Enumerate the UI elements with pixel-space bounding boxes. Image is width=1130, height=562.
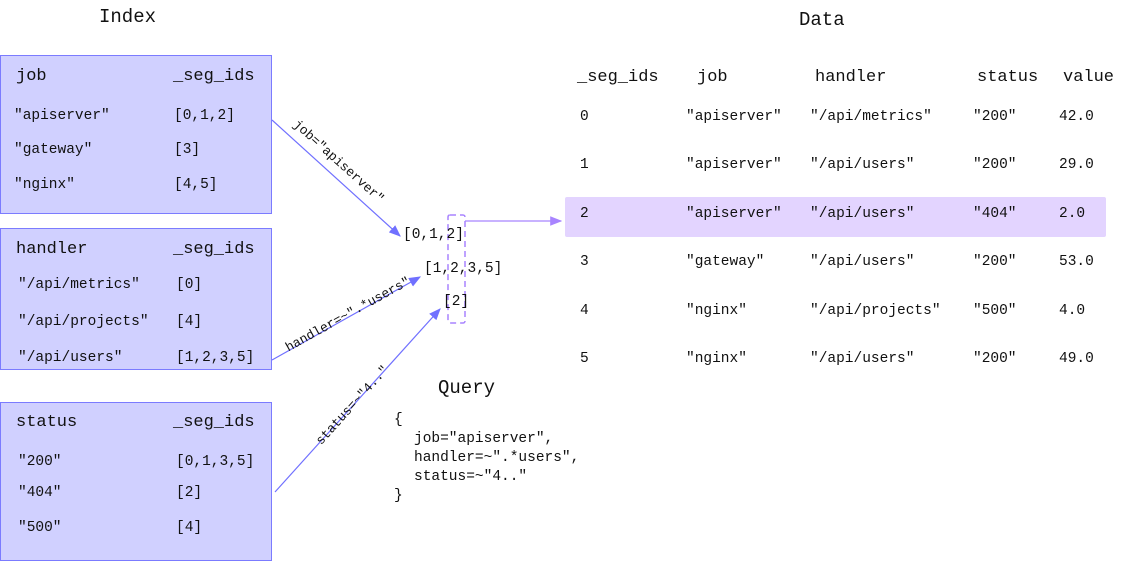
- index-ids-header: _seg_ids: [173, 413, 255, 432]
- index-ids-header: _seg_ids: [173, 240, 255, 259]
- data-cell: "404": [973, 206, 1017, 222]
- result-status: [2]: [443, 294, 470, 310]
- query-line: {: [394, 412, 403, 428]
- data-cell: 42.0: [1059, 109, 1094, 125]
- index-ids: [0]: [176, 277, 203, 293]
- index-box-status: [0, 402, 272, 561]
- data-cell: "/api/users": [810, 157, 915, 173]
- data-cell: "/api/users": [810, 206, 915, 222]
- index-ids: [1,2,3,5]: [176, 350, 255, 366]
- index-value: "200": [18, 454, 62, 470]
- index-key-header: job: [16, 67, 47, 86]
- data-cell: "apiserver": [686, 206, 782, 222]
- index-ids: [4]: [176, 520, 203, 536]
- query-title: Query: [438, 377, 496, 399]
- index-ids-header: _seg_ids: [173, 67, 255, 86]
- index-ids: [3]: [174, 142, 201, 158]
- data-cell: 4: [580, 303, 589, 319]
- data-cell: "200": [973, 351, 1017, 367]
- result-job: [0,1,2]: [403, 227, 464, 243]
- data-cell: 4.0: [1059, 303, 1086, 319]
- index-key-header: handler: [16, 240, 88, 259]
- index-ids: [2]: [176, 485, 203, 501]
- data-column-header: value: [1063, 68, 1115, 87]
- job-arrow: [271, 119, 401, 237]
- query-line: handler=~".*users",: [414, 450, 580, 466]
- index-value: "500": [18, 520, 62, 536]
- query-line: }: [394, 488, 403, 504]
- data-cell: "/api/users": [810, 254, 915, 270]
- index-ids: [4]: [176, 314, 203, 330]
- data-cell: "apiserver": [686, 157, 782, 173]
- index-ids: [0,1,2]: [174, 108, 235, 124]
- data-cell: 29.0: [1059, 157, 1094, 173]
- index-value: "gateway": [14, 142, 93, 158]
- index-value: "apiserver": [14, 108, 110, 124]
- data-column-header: _seg_ids: [577, 68, 659, 87]
- data-cell: "/api/projects": [810, 303, 941, 319]
- data-cell: 49.0: [1059, 351, 1094, 367]
- index-box-handler: [0, 228, 272, 370]
- result-handler: [1,2,3,5]: [424, 261, 503, 277]
- data-column-header: handler: [815, 68, 887, 87]
- index-title: Index: [99, 6, 157, 28]
- status-arrow: [274, 308, 441, 493]
- index-ids: [0,1,3,5]: [176, 454, 255, 470]
- data-cell: 0: [580, 109, 589, 125]
- data-title: Data: [799, 9, 845, 31]
- data-cell: "200": [973, 109, 1017, 125]
- index-value: "/api/metrics": [18, 277, 140, 293]
- index-value: "/api/users": [18, 350, 123, 366]
- data-column-header: job: [697, 68, 728, 87]
- index-value: "nginx": [14, 177, 75, 193]
- handler-arrow: [271, 276, 422, 361]
- data-cell: "apiserver": [686, 109, 782, 125]
- data-cell: "/api/users": [810, 351, 915, 367]
- data-cell: 3: [580, 254, 589, 270]
- index-box-job: [0, 55, 272, 214]
- highlighted-data-row: [565, 197, 1106, 237]
- data-cell: "200": [973, 254, 1017, 270]
- query-line: job="apiserver",: [414, 431, 554, 447]
- data-cell: "nginx": [686, 351, 747, 367]
- data-cell: "nginx": [686, 303, 747, 319]
- data-column-header: status: [977, 68, 1039, 87]
- data-cell: "500": [973, 303, 1017, 319]
- index-key-header: status: [16, 413, 78, 432]
- data-cell: 53.0: [1059, 254, 1094, 270]
- intersection-marker: [447, 214, 466, 324]
- index-value: "/api/projects": [18, 314, 149, 330]
- data-cell: "gateway": [686, 254, 765, 270]
- query-line: status=~"4..": [414, 469, 528, 485]
- data-cell: "200": [973, 157, 1017, 173]
- index-ids: [4,5]: [174, 177, 218, 193]
- data-cell: 2.0: [1059, 206, 1086, 222]
- data-cell: "/api/metrics": [810, 109, 932, 125]
- data-cell: 5: [580, 351, 589, 367]
- data-cell: 2: [580, 206, 589, 222]
- data-cell: 1: [580, 157, 589, 173]
- index-value: "404": [18, 485, 62, 501]
